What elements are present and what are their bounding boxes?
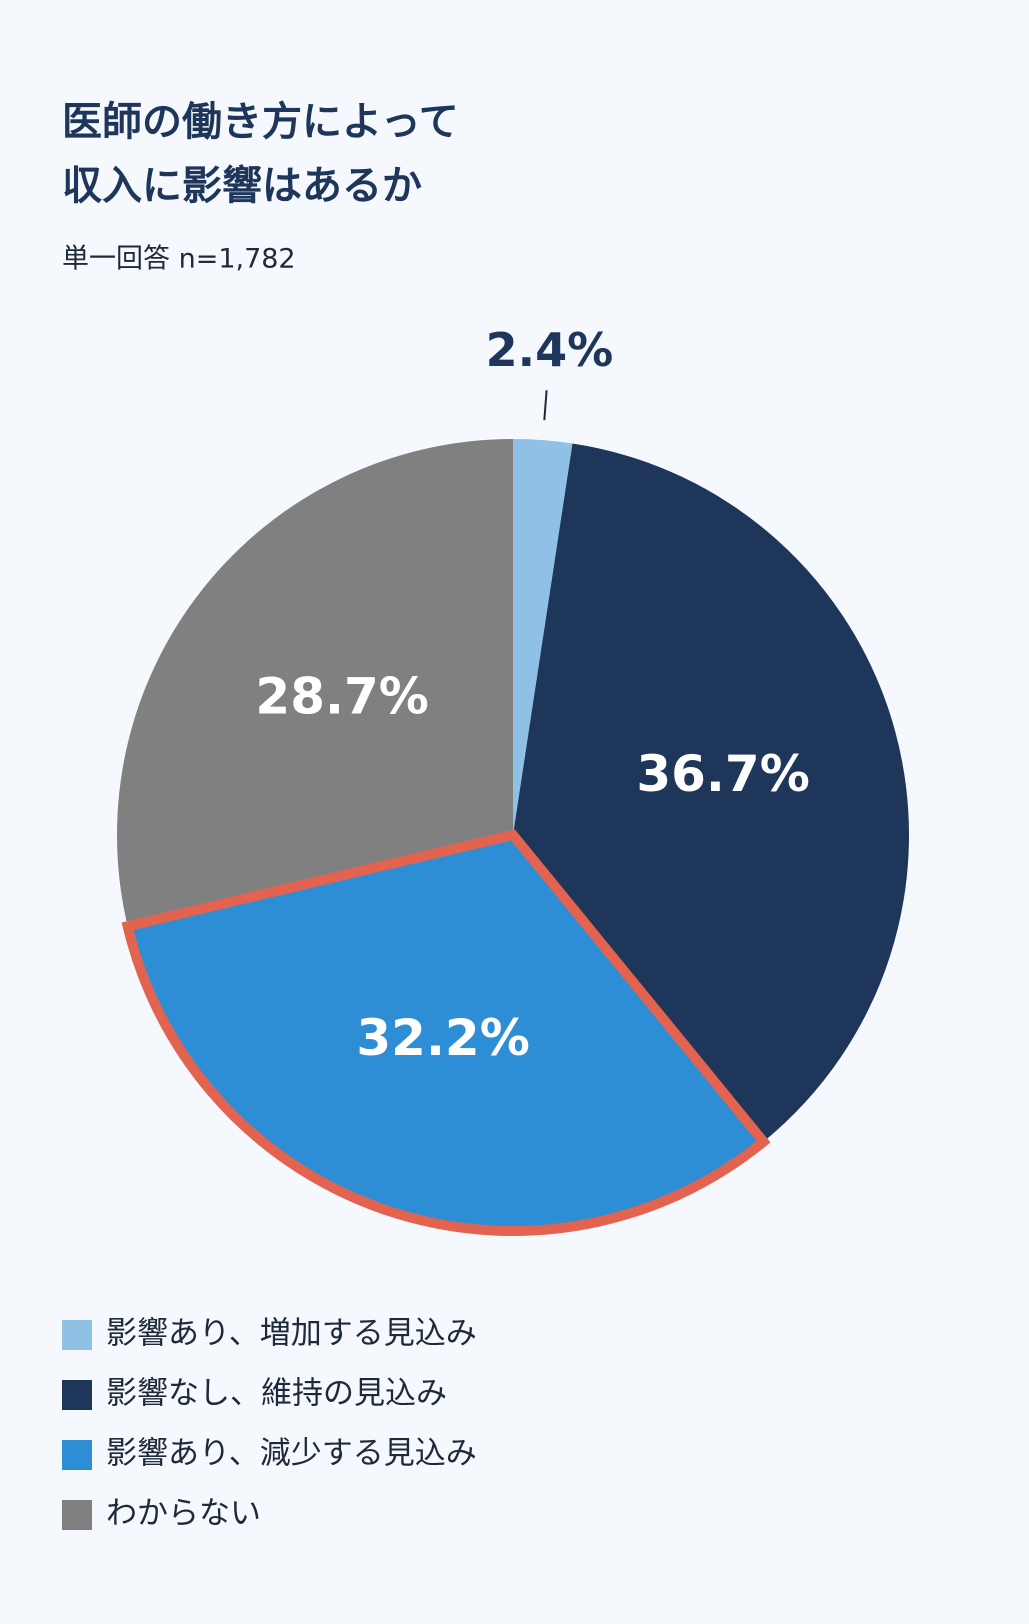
legend-swatch <box>62 1500 92 1530</box>
legend-swatch <box>62 1380 92 1410</box>
pie-slice <box>513 443 910 1142</box>
legend-swatch <box>62 1320 92 1350</box>
legend-label: 影響なし、維持の見込み <box>106 1376 447 1412</box>
pie-slice <box>513 439 573 835</box>
chart-title: 医師の働き方によって <box>62 99 459 145</box>
data-label: 36.7% <box>636 745 809 803</box>
legend-swatch <box>62 1440 92 1470</box>
chart-subtitle: 単一回答 n=1,782 <box>62 244 296 275</box>
legend-label: 影響あり、減少する見込み <box>106 1436 477 1472</box>
chart-title: 収入に影響はあるか <box>62 163 422 209</box>
data-label: 2.4% <box>486 323 614 377</box>
pie-slice <box>121 829 771 1236</box>
pie-slice <box>117 439 513 927</box>
leader-line <box>543 390 548 421</box>
data-label: 32.2% <box>356 1009 529 1067</box>
data-label: 28.7% <box>255 667 428 725</box>
legend-label: わからない <box>106 1496 261 1532</box>
legend-label: 影響あり、増加する見込み <box>106 1316 477 1352</box>
